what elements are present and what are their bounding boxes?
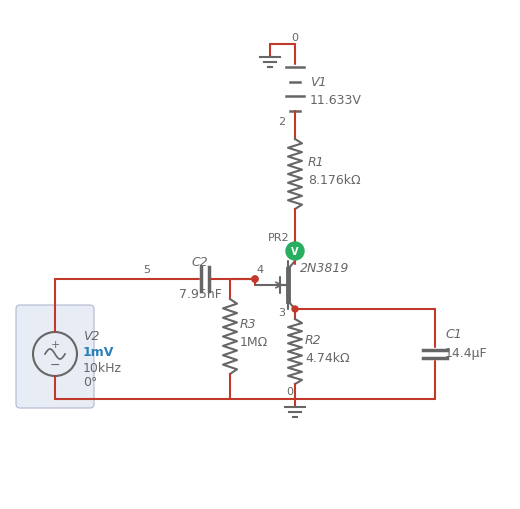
Text: R3: R3 bbox=[240, 318, 257, 331]
Text: 1MΩ: 1MΩ bbox=[240, 336, 268, 349]
Text: −: − bbox=[50, 358, 60, 371]
Text: 7.95nF: 7.95nF bbox=[178, 288, 222, 301]
Text: 0: 0 bbox=[286, 386, 293, 396]
Text: 2N3819: 2N3819 bbox=[300, 261, 349, 274]
Text: 2: 2 bbox=[278, 117, 285, 127]
Circle shape bbox=[286, 242, 304, 261]
Text: 11.633V: 11.633V bbox=[310, 93, 362, 106]
Text: V: V bbox=[291, 246, 299, 257]
Text: 5: 5 bbox=[143, 265, 150, 274]
Text: V1: V1 bbox=[310, 75, 327, 89]
Text: PR2: PR2 bbox=[268, 233, 290, 242]
Text: 0°: 0° bbox=[83, 375, 97, 388]
Text: 8.176kΩ: 8.176kΩ bbox=[308, 174, 361, 187]
FancyBboxPatch shape bbox=[16, 305, 94, 408]
Text: V2: V2 bbox=[83, 330, 99, 343]
Text: C1: C1 bbox=[445, 328, 462, 341]
Text: +: + bbox=[50, 340, 60, 349]
Text: 1mV: 1mV bbox=[83, 346, 114, 359]
Text: C2: C2 bbox=[192, 256, 209, 269]
Circle shape bbox=[292, 306, 298, 313]
Text: R1: R1 bbox=[308, 156, 324, 169]
Text: 4.74kΩ: 4.74kΩ bbox=[305, 351, 349, 364]
Circle shape bbox=[252, 276, 258, 282]
Text: 3: 3 bbox=[278, 307, 285, 318]
Text: 14.4μF: 14.4μF bbox=[445, 346, 488, 359]
Text: 10kHz: 10kHz bbox=[83, 361, 122, 374]
Circle shape bbox=[252, 276, 258, 282]
Text: 0: 0 bbox=[292, 33, 298, 43]
Text: R2: R2 bbox=[305, 333, 322, 346]
Text: 4: 4 bbox=[256, 265, 264, 274]
